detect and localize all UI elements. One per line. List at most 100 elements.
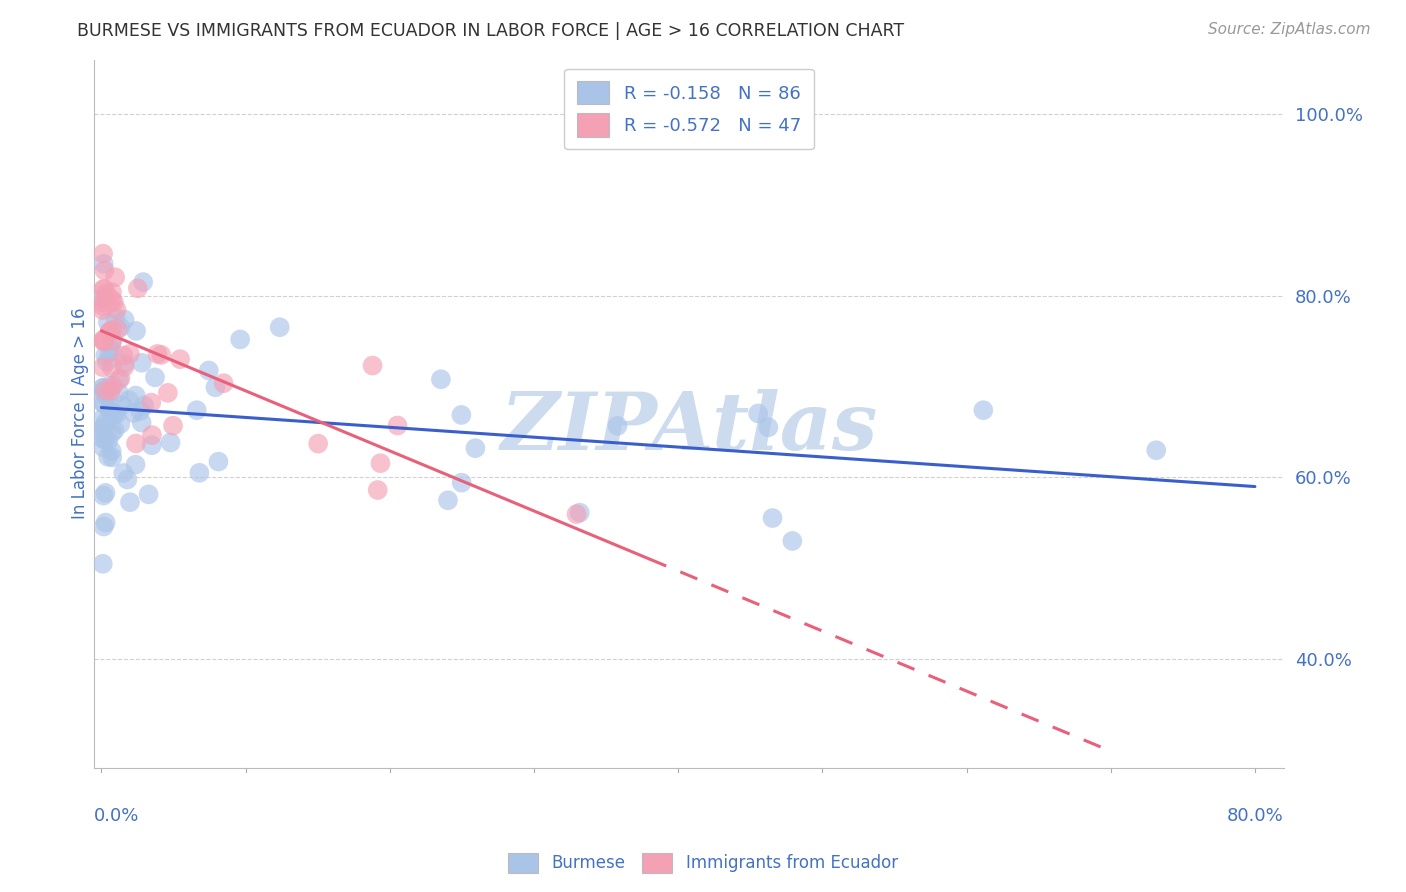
Point	[91, 334, 114, 348]
Point	[229, 333, 252, 347]
Point	[105, 407, 128, 421]
Point	[98, 404, 121, 418]
Point	[464, 441, 486, 455]
Point	[100, 444, 122, 458]
Point	[91, 303, 114, 318]
Point	[97, 315, 120, 329]
Point	[91, 384, 114, 399]
Point	[110, 417, 132, 431]
Point	[132, 275, 155, 289]
Text: 80.0%: 80.0%	[1227, 806, 1284, 824]
Point	[758, 420, 780, 434]
Point	[101, 450, 124, 465]
Point	[94, 516, 117, 530]
Point	[156, 385, 179, 400]
Point	[91, 432, 114, 446]
Point	[101, 425, 124, 440]
Point	[107, 385, 129, 400]
Point	[141, 395, 163, 409]
Point	[93, 333, 115, 347]
Y-axis label: In Labor Force | Age > 16: In Labor Force | Age > 16	[72, 308, 89, 519]
Legend: Burmese, Immigrants from Ecuador: Burmese, Immigrants from Ecuador	[502, 847, 904, 880]
Point	[93, 420, 115, 434]
Point	[96, 354, 118, 368]
Point	[98, 378, 121, 392]
Point	[91, 557, 114, 571]
Point	[437, 493, 460, 508]
Point	[782, 533, 804, 548]
Point	[96, 286, 118, 301]
Point	[127, 281, 149, 295]
Point	[91, 381, 114, 395]
Point	[94, 387, 117, 401]
Point	[162, 418, 184, 433]
Point	[101, 334, 124, 348]
Point	[104, 310, 127, 325]
Point	[122, 406, 145, 420]
Point	[125, 436, 148, 450]
Point	[91, 291, 114, 305]
Point	[1144, 443, 1167, 458]
Text: 0.0%: 0.0%	[94, 806, 139, 824]
Point	[117, 473, 139, 487]
Point	[606, 418, 628, 433]
Point	[93, 257, 115, 271]
Point	[100, 360, 122, 375]
Point	[108, 373, 131, 387]
Point	[141, 438, 163, 452]
Point	[450, 475, 472, 490]
Point	[103, 295, 125, 310]
Legend: R = -0.158   N = 86, R = -0.572   N = 47: R = -0.158 N = 86, R = -0.572 N = 47	[564, 69, 814, 149]
Point	[104, 270, 127, 285]
Point	[118, 393, 141, 408]
Point	[972, 403, 994, 417]
Point	[91, 440, 114, 454]
Point	[94, 348, 117, 362]
Point	[94, 486, 117, 500]
Point	[367, 483, 389, 497]
Point	[143, 370, 166, 384]
Point	[94, 415, 117, 429]
Point	[96, 383, 118, 397]
Point	[159, 435, 181, 450]
Point	[91, 381, 114, 395]
Point	[91, 246, 114, 260]
Point	[91, 283, 114, 297]
Point	[93, 282, 115, 296]
Point	[110, 371, 132, 385]
Point	[103, 407, 125, 421]
Point	[125, 324, 148, 338]
Point	[100, 384, 122, 398]
Point	[91, 360, 114, 375]
Point	[141, 428, 163, 442]
Point	[269, 320, 291, 334]
Point	[114, 357, 136, 371]
Point	[118, 347, 141, 361]
Point	[100, 399, 122, 413]
Point	[307, 436, 329, 450]
Point	[91, 421, 114, 435]
Point	[747, 407, 769, 421]
Text: ZIPAtlas: ZIPAtlas	[501, 389, 877, 467]
Point	[94, 292, 117, 306]
Point	[101, 335, 124, 350]
Point	[112, 466, 135, 480]
Point	[112, 349, 135, 363]
Text: BURMESE VS IMMIGRANTS FROM ECUADOR IN LABOR FORCE | AGE > 16 CORRELATION CHART: BURMESE VS IMMIGRANTS FROM ECUADOR IN LA…	[77, 22, 904, 40]
Point	[430, 372, 453, 386]
Point	[146, 347, 169, 361]
Point	[387, 418, 409, 433]
Point	[124, 458, 146, 472]
Point	[129, 404, 152, 418]
Point	[103, 379, 125, 393]
Point	[97, 434, 120, 448]
Point	[91, 295, 114, 310]
Point	[131, 356, 153, 370]
Point	[370, 456, 392, 470]
Point	[93, 334, 115, 349]
Point	[114, 312, 136, 326]
Point	[98, 326, 121, 340]
Point	[93, 397, 115, 411]
Point	[450, 408, 472, 422]
Point	[101, 293, 124, 307]
